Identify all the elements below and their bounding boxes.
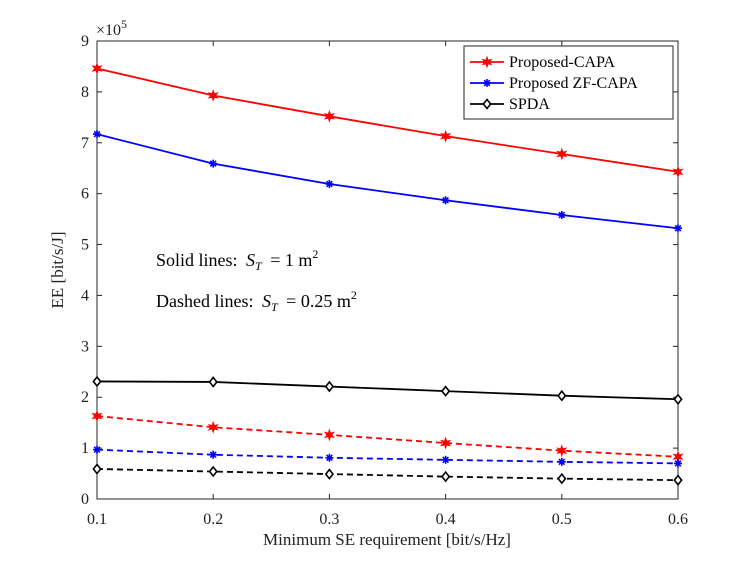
series-solid-diamond xyxy=(92,375,683,406)
y-scale-exponent: ×105 xyxy=(96,17,127,39)
legend-label: Proposed-CAPA xyxy=(509,54,616,71)
x-tick-label: 0.1 xyxy=(87,511,107,528)
x-tick-label: 0.4 xyxy=(436,511,456,528)
axis-ticks: 0.1 0.2 0.3 0.4 0.5 0.6 0 1 2 3 4 5 6 7 8 9 xyxy=(81,33,688,528)
data-point xyxy=(325,179,334,188)
series-line xyxy=(96,415,679,458)
series-line xyxy=(96,380,679,401)
data-point xyxy=(325,453,334,462)
data-point xyxy=(93,130,101,139)
series-line xyxy=(96,468,679,482)
legend-item: SPDA xyxy=(470,96,550,113)
y-tick-label: 8 xyxy=(81,84,89,101)
y-tick-label: 3 xyxy=(81,338,89,355)
data-point xyxy=(209,159,218,168)
data-point xyxy=(92,375,102,388)
y-axis-label: EE [bit/s/J] xyxy=(48,232,67,309)
y-tick-label: 9 xyxy=(81,33,89,50)
x-tick-label: 0.2 xyxy=(203,511,223,528)
legend-item: Proposed ZF-CAPA xyxy=(470,75,638,92)
data-point xyxy=(556,147,568,161)
data-point xyxy=(557,457,566,466)
series-solid-star xyxy=(91,62,684,179)
data-point xyxy=(441,196,450,205)
data-point xyxy=(92,463,102,475)
data-point xyxy=(323,109,335,123)
svg-text:Dashed lines: ST =: Dashed lines: ST = 0.25 m2 xyxy=(156,288,357,315)
data-point xyxy=(207,88,219,102)
svg-text:Solid lines: ST =: Solid lines: ST = 1 m2 xyxy=(156,247,318,274)
series-group xyxy=(91,62,684,486)
data-point xyxy=(557,389,567,402)
data-point xyxy=(324,380,335,393)
data-point xyxy=(207,420,219,434)
data-point xyxy=(674,459,682,468)
y-tick-label: 5 xyxy=(81,237,89,254)
data-point xyxy=(673,393,683,406)
x-tick-label: 0.3 xyxy=(319,511,339,528)
series-dashed-asterisk xyxy=(93,445,682,468)
data-point xyxy=(440,129,452,143)
series-dashed-diamond xyxy=(92,463,683,486)
data-point xyxy=(91,409,103,423)
x-tick-label: 0.6 xyxy=(668,511,688,528)
data-point xyxy=(557,211,566,220)
x-tick-label: 0.5 xyxy=(552,511,572,528)
annotation-solid: Solid lines: ST = 1 m2 xyxy=(156,247,318,274)
data-point xyxy=(324,468,335,480)
data-point xyxy=(557,472,567,485)
annotation-dashed: Dashed lines: ST = 0.25 m2 xyxy=(156,288,357,315)
data-point xyxy=(482,98,492,110)
data-point xyxy=(556,444,568,458)
legend-item: Proposed-CAPA xyxy=(470,54,616,71)
y-tick-label: 1 xyxy=(81,440,89,457)
data-point xyxy=(91,62,103,75)
series-dashed-star xyxy=(91,409,684,464)
data-point xyxy=(672,165,684,179)
data-point xyxy=(440,470,451,483)
y-tick-label: 2 xyxy=(81,389,89,406)
series-line xyxy=(96,133,679,230)
data-point xyxy=(441,455,450,464)
data-point xyxy=(483,79,491,87)
legend-label: Proposed ZF-CAPA xyxy=(509,75,638,92)
data-point xyxy=(673,474,683,486)
data-point xyxy=(93,445,101,454)
data-point xyxy=(208,465,218,478)
series-line xyxy=(96,67,679,173)
data-point xyxy=(208,376,218,388)
x-axis-label: Minimum SE requirement [bit/s/Hz] xyxy=(263,530,511,549)
y-tick-label: 0 xyxy=(81,491,89,508)
data-point xyxy=(440,436,452,450)
data-point xyxy=(440,385,451,397)
legend: Proposed-CAPA Proposed ZF-CAPA SPDA xyxy=(463,45,674,120)
y-tick-label: 7 xyxy=(81,135,89,152)
data-point xyxy=(323,428,335,442)
series-line xyxy=(96,448,679,465)
data-point xyxy=(209,450,218,459)
y-tick-label: 4 xyxy=(81,287,89,304)
series-solid-asterisk xyxy=(93,130,682,233)
data-point xyxy=(674,224,682,233)
legend-label: SPDA xyxy=(509,96,550,113)
data-point xyxy=(481,55,493,69)
y-tick-label: 6 xyxy=(81,186,89,203)
